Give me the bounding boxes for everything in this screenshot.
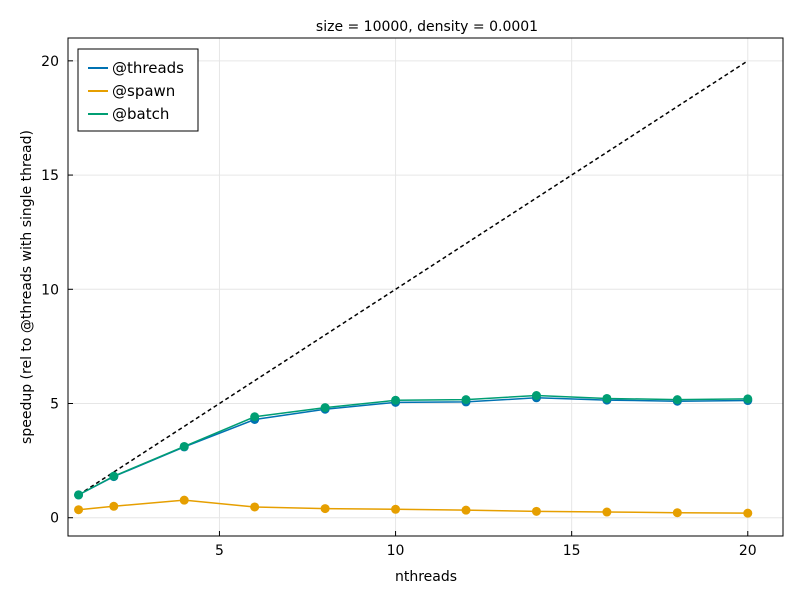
plot-frame [67,37,784,537]
y-tick-label: 10 [41,282,59,298]
y-tick-label: 0 [50,511,59,527]
series-spawn [74,495,753,518]
y-axis-label: speedup (rel to @threads with single thr… [19,130,35,444]
data-point [250,502,260,512]
data-point [391,395,401,405]
x-tick-label: 20 [739,543,757,559]
series-layer [74,391,753,518]
legend: @threads @spawn @batch [77,48,199,132]
x-tick-label: 5 [215,543,224,559]
data-point [602,507,612,517]
data-point [602,393,612,403]
data-point [531,391,541,401]
data-point [743,394,753,404]
data-point [743,508,753,518]
y-tick-label: 5 [50,397,59,413]
data-point [531,506,541,516]
data-point [74,505,84,515]
series-batch [74,391,753,500]
y-tick-label: 20 [41,54,59,70]
x-axis-label: nthreads [395,569,457,585]
data-point [320,504,330,514]
data-point [672,508,682,518]
data-point [179,495,189,505]
data-point [672,395,682,405]
axis-ticks: 5 10 15 20 0 5 10 15 20 [41,54,757,559]
data-point [179,441,189,451]
x-tick-label: 10 [387,543,405,559]
data-point [320,403,330,413]
data-point [461,505,471,515]
data-point [109,501,119,511]
x-tick-label: 15 [563,543,581,559]
data-point [391,504,401,514]
data-point [461,395,471,405]
y-tick-label: 15 [41,168,59,184]
data-point [109,471,119,481]
data-point [74,490,84,500]
chart-title: size = 10000, density = 0.0001 [316,19,538,35]
legend-entry-label: @threads [112,59,184,77]
legend-entry-label: @batch [112,105,169,123]
legend-entry-label: @spawn [112,82,175,100]
data-point [250,412,260,422]
